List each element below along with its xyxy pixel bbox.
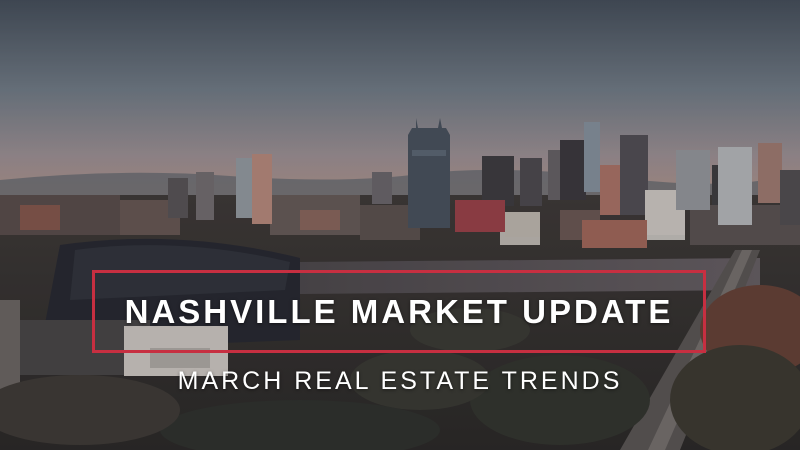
sky — [0, 0, 800, 200]
banner-subtitle: MARCH REAL ESTATE TRENDS — [177, 367, 623, 395]
skyline-towers — [168, 118, 800, 248]
title-frame: NASHVILLE MARKET UPDATE — [92, 270, 706, 353]
batman-tower — [408, 118, 450, 228]
trees — [0, 285, 800, 450]
river — [300, 258, 760, 294]
banner-title: NASHVILLE MARKET UPDATE — [124, 292, 674, 330]
